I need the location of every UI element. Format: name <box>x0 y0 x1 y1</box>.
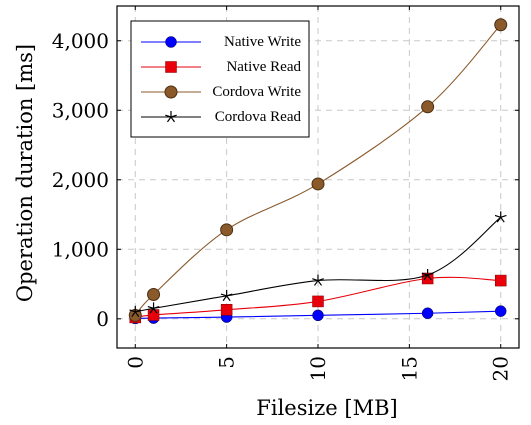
data-point <box>494 274 507 287</box>
legend-entry: Native Read <box>141 59 301 75</box>
x-tick-label: 20 <box>489 356 513 381</box>
x-axis-label: Filesize [MB] <box>256 396 397 420</box>
legend-label: Native Write <box>224 34 301 50</box>
data-point <box>421 269 434 281</box>
data-point <box>421 100 435 114</box>
data-point <box>220 223 234 237</box>
legend-marker <box>165 36 177 48</box>
legend-entry: Cordova Write <box>141 84 301 100</box>
x-tick-label: 0 <box>123 356 147 369</box>
y-tick-label: 2,000 <box>52 168 109 192</box>
data-point <box>147 302 160 314</box>
data-point <box>147 287 161 301</box>
y-tick-label: 3,000 <box>52 98 109 122</box>
legend-label: Cordova Read <box>215 109 302 125</box>
tick-layer: 0 5 10 15 20 0 1,000 2,000 3,000 4,000 <box>52 6 519 381</box>
y-tick-label: 1,000 <box>52 237 109 261</box>
data-point <box>312 295 324 308</box>
data-point <box>220 289 233 302</box>
legend-entry: Cordova Read <box>141 109 301 125</box>
x-tick-label: 15 <box>397 356 421 381</box>
data-point <box>312 274 324 286</box>
x-tick-label: 10 <box>306 356 330 381</box>
data-point <box>494 18 508 32</box>
series-cordova-write <box>128 18 508 322</box>
data-point <box>421 307 434 319</box>
legend-marker <box>165 61 177 73</box>
legend-entry: Native Write <box>141 34 301 50</box>
data-point <box>494 211 507 223</box>
legend-box <box>130 20 310 138</box>
legend: Native Write Native Read Cordova Write Cord… <box>130 20 310 138</box>
data-point <box>147 309 160 321</box>
legend-marker <box>164 85 178 99</box>
y-axis-label: Operation duration [ms] <box>13 44 37 302</box>
x-tick-label: 5 <box>215 356 239 369</box>
series-cordova-read <box>129 211 507 318</box>
y-tick-label: 0 <box>96 307 109 331</box>
data-point <box>220 304 233 316</box>
data-point <box>312 309 324 322</box>
data-point <box>129 305 142 318</box>
series-layer <box>128 18 508 325</box>
y-tick-label: 4,000 <box>52 29 109 53</box>
legend-label: Cordova Write <box>212 84 301 100</box>
grid-lines <box>117 6 519 348</box>
data-point <box>311 177 325 191</box>
legend-label: Native Read <box>226 59 301 75</box>
legend-marker <box>165 111 177 123</box>
data-point <box>494 305 507 317</box>
